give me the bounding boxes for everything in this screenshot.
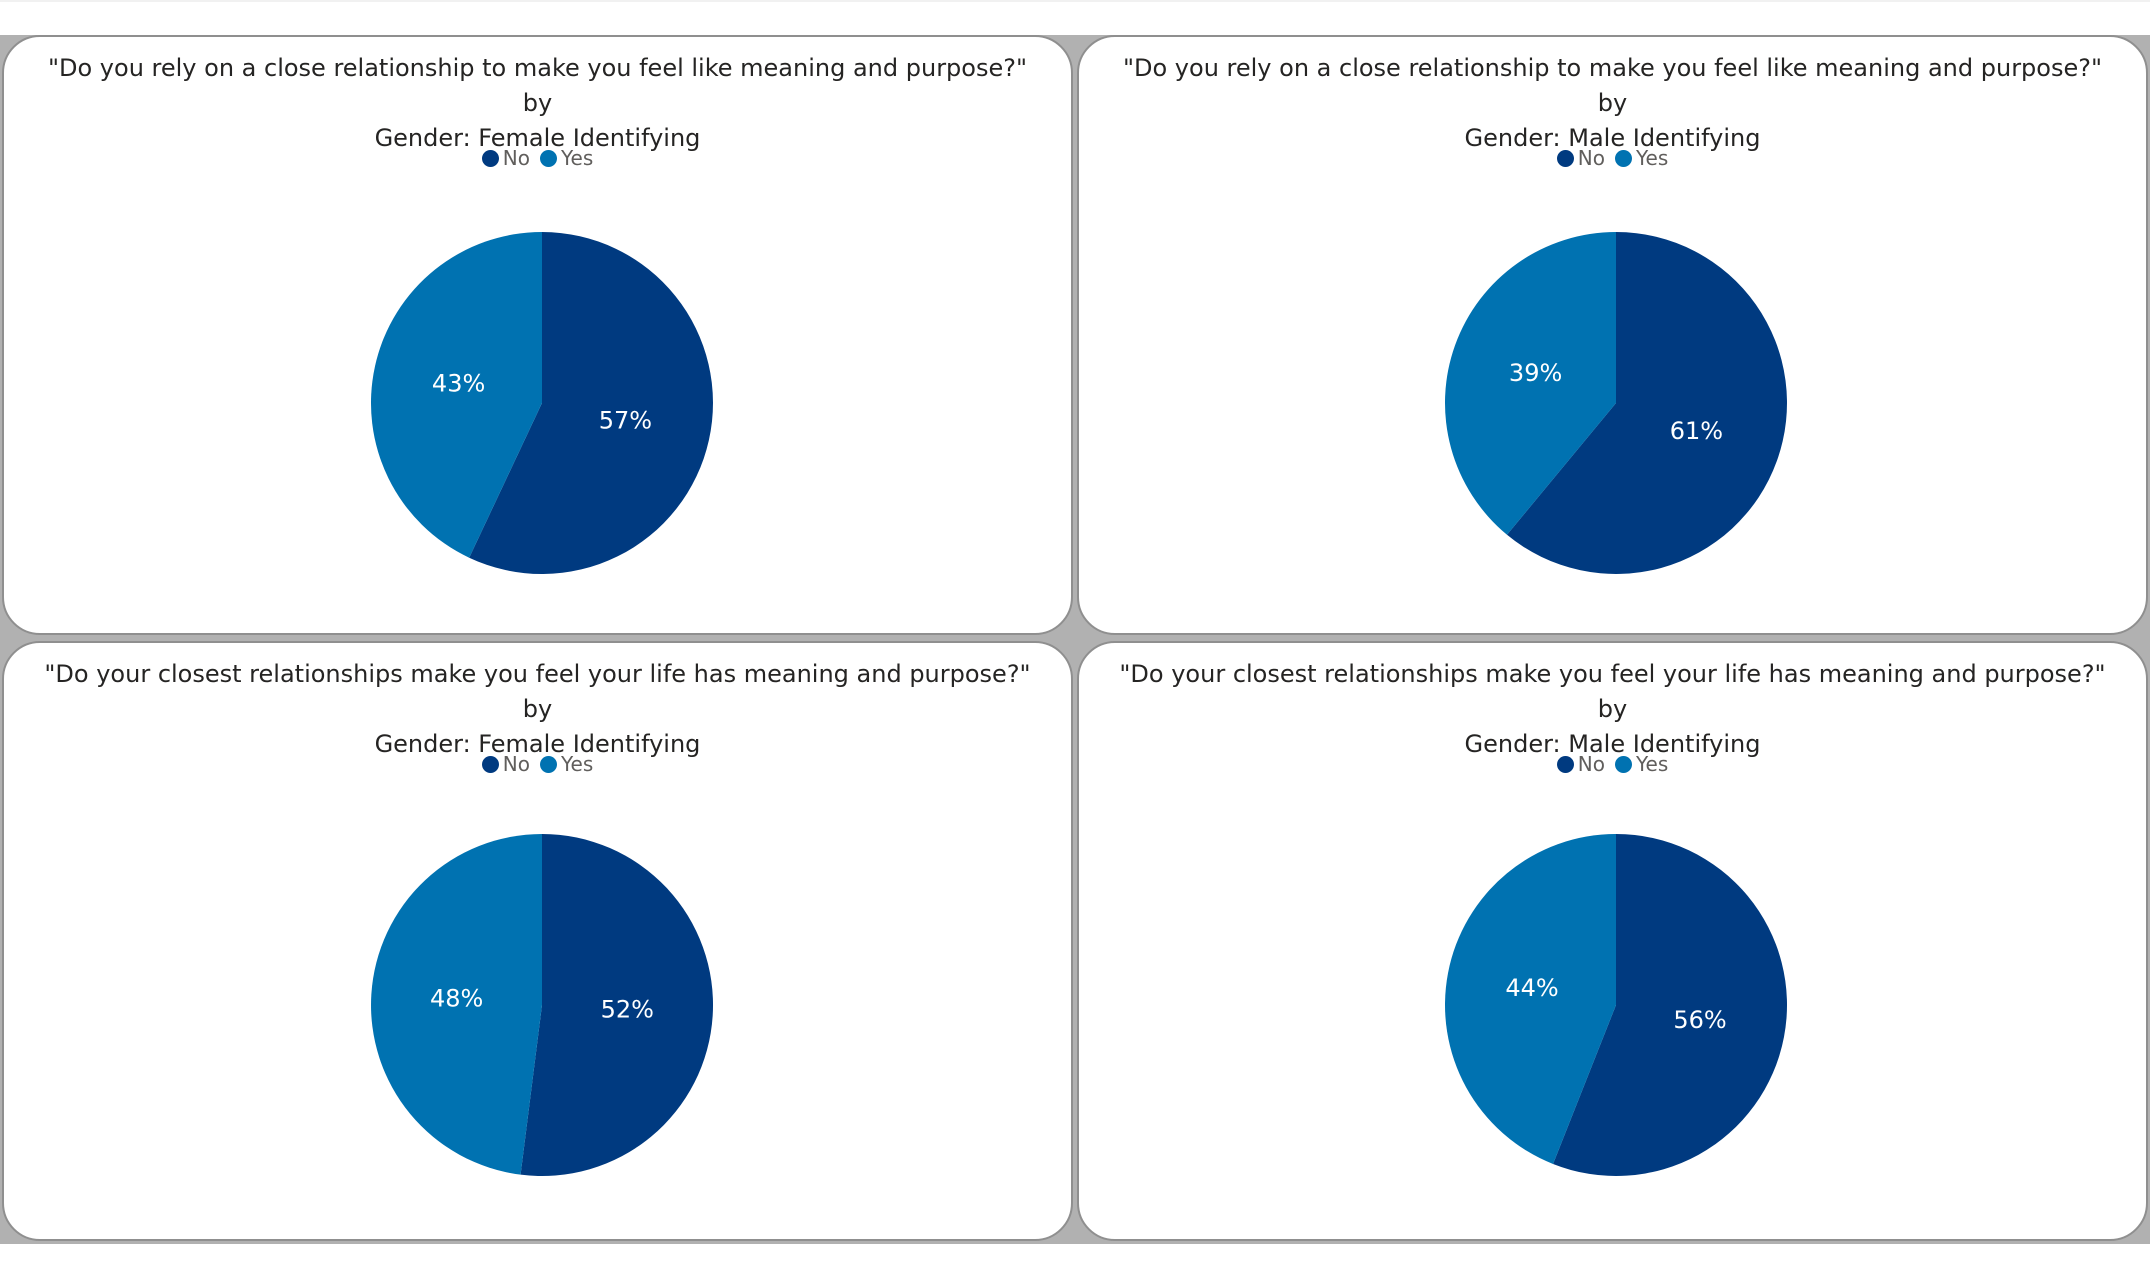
legend-label-yes: Yes [560, 146, 594, 170]
legend-label-yes: Yes [1635, 752, 1669, 776]
pie-chart: 56% 44% [1445, 834, 1788, 1176]
chart-title-line2: Gender: Female Identifying [374, 124, 701, 152]
legend-label-no: No [1577, 146, 1605, 170]
legend-item-no[interactable]: No [1556, 146, 1605, 170]
chart-panel-rely-male[interactable]: "Do you rely on a close relationship to … [1077, 35, 2148, 635]
chart-legend: No Yes [4, 749, 1071, 779]
slice-label-no: 57% [599, 407, 652, 435]
pie-slice-yes[interactable] [370, 232, 542, 558]
legend-item-no[interactable]: No [481, 146, 530, 170]
pie-slice-yes[interactable] [1445, 834, 1616, 1164]
pie-slice-yes[interactable] [371, 834, 542, 1175]
legend-swatch-no [481, 149, 499, 167]
legend-label-yes: Yes [560, 752, 594, 776]
pie-slice-no[interactable] [520, 834, 714, 1176]
legend-item-yes[interactable]: Yes [539, 752, 594, 776]
chart-legend: No Yes [4, 143, 1071, 173]
pie-chart: 57% 43% [370, 232, 713, 574]
legend-label-no: No [1577, 752, 1605, 776]
legend-label-no: No [502, 146, 530, 170]
pie-chart: 52% 48% [371, 834, 714, 1176]
chart-legend: No Yes [1079, 749, 2146, 779]
slice-label-no: 56% [1673, 1006, 1726, 1034]
pie-slice-no[interactable] [1507, 232, 1787, 574]
legend-item-yes[interactable]: Yes [1614, 146, 1669, 170]
pie-chart: 61% 39% [1444, 231, 1787, 574]
pie-slice-no[interactable] [469, 232, 713, 574]
slice-label-yes: 43% [432, 369, 485, 397]
slice-label-yes: 39% [1509, 359, 1562, 387]
chart-title-line2: Gender: Male Identifying [1464, 730, 1761, 758]
legend-swatch-yes [1614, 755, 1632, 773]
legend-label-yes: Yes [1635, 146, 1669, 170]
legend-item-yes[interactable]: Yes [1614, 752, 1669, 776]
legend-swatch-no [1556, 149, 1574, 167]
chart-title-line1: "Do you rely on a close relationship to … [47, 54, 1028, 117]
legend-item-yes[interactable]: Yes [539, 146, 594, 170]
chart-title: "Do you rely on a close relationship to … [34, 51, 1041, 156]
slice-label-yes: 48% [430, 985, 483, 1013]
legend-item-no[interactable]: No [1556, 752, 1605, 776]
legend-swatch-no [1556, 755, 1574, 773]
chart-title: "Do you rely on a close relationship to … [1109, 51, 2116, 156]
legend-label-no: No [502, 752, 530, 776]
chart-legend: No Yes [1079, 143, 2146, 173]
chart-title-line1: "Do you rely on a close relationship to … [1122, 54, 2103, 117]
legend-swatch-yes [539, 755, 557, 773]
legend-item-no[interactable]: No [481, 752, 530, 776]
chart-panel-closest-female[interactable]: "Do your closest relationships make you … [2, 641, 1073, 1241]
chart-title: "Do your closest relationships make you … [1109, 657, 2116, 762]
slice-label-no: 61% [1670, 417, 1723, 445]
chart-panel-rely-female[interactable]: "Do you rely on a close relationship to … [2, 35, 1073, 635]
chart-title-line2: Gender: Female Identifying [374, 730, 701, 758]
top-divider [0, 0, 2150, 2]
slice-label-yes: 44% [1505, 974, 1558, 1002]
pie-slice-no[interactable] [1553, 834, 1788, 1176]
pie-slice-yes[interactable] [1444, 231, 1616, 535]
chart-title-line2: Gender: Male Identifying [1464, 124, 1761, 152]
legend-swatch-no [481, 755, 499, 773]
legend-swatch-yes [1614, 149, 1632, 167]
chart-panel-closest-male[interactable]: "Do your closest relationships make you … [1077, 641, 2148, 1241]
slice-label-no: 52% [601, 995, 654, 1023]
chart-title: "Do your closest relationships make you … [34, 657, 1041, 762]
chart-title-line1: "Do your closest relationships make you … [44, 660, 1031, 723]
legend-swatch-yes [539, 149, 557, 167]
chart-title-line1: "Do your closest relationships make you … [1119, 660, 2106, 723]
